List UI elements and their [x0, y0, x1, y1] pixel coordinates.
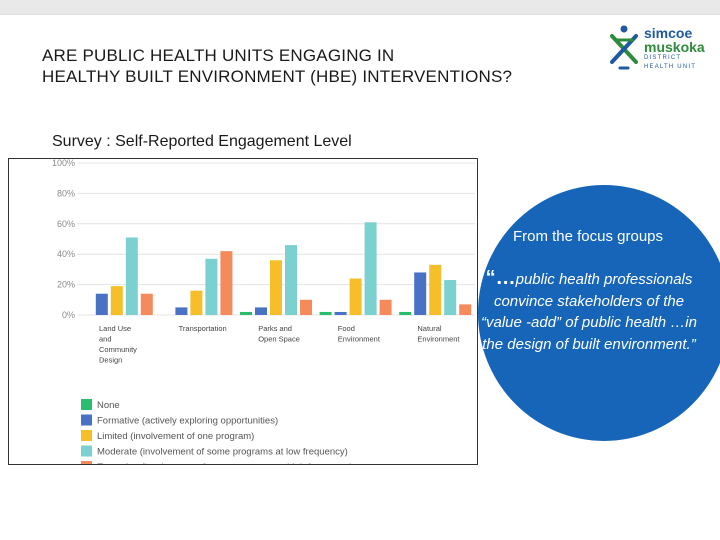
- focus-group-quote: “…public health professionals convince s…: [478, 267, 700, 355]
- logo-text-simcoe: simcoe: [644, 25, 693, 41]
- quote-text: public health professionals convince sta…: [481, 271, 697, 353]
- legend-label-formative: Formative (actively exploring opportunit…: [97, 416, 278, 427]
- bar-formative: [255, 307, 267, 315]
- legend-swatch-extensive: [81, 461, 92, 464]
- logo-text-district: DISTRICT HEALTH UNIT: [644, 55, 697, 70]
- top-bar: [0, 0, 720, 15]
- slide-title: ARE PUBLIC HEALTH UNITS ENGAGING IN HEAL…: [42, 45, 602, 87]
- slide-title-line-1: ARE PUBLIC HEALTH UNITS ENGAGING IN: [42, 46, 395, 65]
- bar-limited: [270, 260, 282, 315]
- y-tick-label: 0%: [62, 310, 75, 320]
- y-tick-label: 60%: [57, 219, 75, 229]
- focus-group-circle: [478, 185, 720, 441]
- legend-label-none: None: [97, 400, 120, 411]
- category-label: Environment: [338, 335, 381, 344]
- bar-extensive: [220, 251, 233, 315]
- category-label: Land Use: [99, 324, 131, 333]
- category-label: Natural: [417, 324, 442, 333]
- bar-moderate: [205, 258, 218, 315]
- legend-label-moderate: Moderate (involvement of some programs a…: [97, 447, 348, 458]
- bar-moderate: [444, 280, 457, 315]
- bar-limited: [190, 290, 203, 315]
- bar-none: [319, 311, 332, 315]
- category-label: Design: [99, 356, 122, 365]
- bar-extensive: [300, 299, 312, 315]
- focus-groups-heading: From the focus groups: [512, 228, 664, 245]
- legend-swatch-none: [81, 399, 92, 410]
- category-label: and: [99, 335, 112, 344]
- category-label: Transportation: [179, 324, 227, 333]
- bar-none: [240, 311, 252, 315]
- bar-moderate: [125, 237, 138, 315]
- bar-limited: [349, 278, 362, 315]
- figure-logo-icon: [610, 25, 638, 70]
- y-tick-label: 20%: [57, 280, 75, 290]
- category-label: Environment: [417, 335, 460, 344]
- bar-moderate: [285, 245, 297, 315]
- bar-moderate: [364, 222, 377, 315]
- legend-label-extensive: Extensive (involvement of many programs …: [97, 462, 353, 464]
- bar-formative: [414, 272, 427, 315]
- bar-limited: [110, 286, 123, 315]
- bar-formative: [334, 311, 347, 315]
- category-label: Open Space: [258, 335, 300, 344]
- engagement-chart: 0% 20% 40% 60% 80% 100% Land Use and Community De…: [8, 158, 478, 465]
- bar-extensive: [459, 304, 472, 315]
- simcoe-muskoka-logo: simcoe muskoka DISTRICT HEALTH UNIT: [606, 24, 714, 74]
- category-label: Food: [338, 324, 355, 333]
- y-tick-label: 40%: [57, 249, 75, 259]
- logo-text-muskoka: muskoka: [644, 39, 705, 55]
- category-label: Community: [99, 345, 137, 354]
- bar-none: [399, 311, 412, 315]
- bar-formative: [95, 293, 108, 315]
- legend-swatch-formative: [81, 414, 92, 426]
- y-tick-label: 80%: [57, 188, 75, 198]
- bar-formative: [175, 307, 188, 315]
- legend-swatch-moderate: [81, 445, 92, 457]
- legend-label-limited: Limited (involvement of one program): [97, 431, 254, 442]
- bar-limited: [429, 264, 442, 315]
- slide-title-line-2: HEALTHY BUILT ENVIRONMENT (HBE) INTERVEN…: [42, 67, 513, 86]
- survey-subtitle: Survey : Self-Reported Engagement Level: [52, 133, 352, 150]
- legend-swatch-limited: [81, 430, 92, 441]
- bar-extensive: [379, 299, 392, 315]
- bar-extensive: [140, 293, 153, 315]
- y-tick-label: 100%: [52, 159, 75, 168]
- category-label: Parks and: [258, 324, 292, 333]
- quote-open-mark: “…: [485, 267, 516, 289]
